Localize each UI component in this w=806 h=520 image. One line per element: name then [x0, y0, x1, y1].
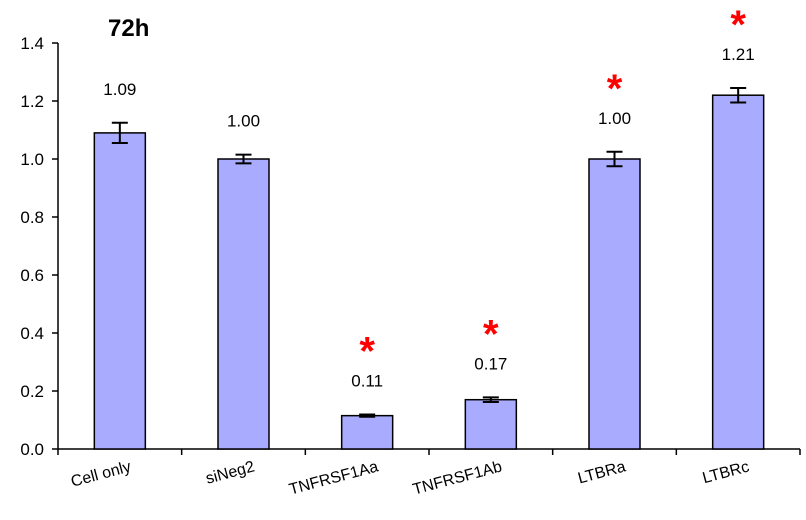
data-label: 1.09 — [103, 80, 136, 99]
x-tick-label: TNFRSF1Ab — [411, 458, 504, 498]
x-tick-label: LTBRa — [576, 458, 627, 487]
data-label: 0.17 — [474, 354, 507, 373]
y-tick-label: 0.2 — [20, 382, 44, 401]
bar — [464, 398, 518, 450]
x-tick-label: siNeg2 — [204, 458, 257, 487]
bar — [340, 414, 394, 450]
significance-marker: * — [730, 3, 746, 47]
significance-marker: * — [483, 312, 499, 356]
x-tick-label: Cell only — [69, 458, 133, 490]
significance-marker: * — [607, 67, 623, 111]
bar — [93, 132, 147, 450]
axes: 0.0 0.2 0.4 0.6 0.8 1.0 1.2 1.4 — [20, 34, 801, 459]
bars-group — [93, 86, 765, 450]
bar — [588, 158, 641, 450]
y-tick-label: 1.2 — [20, 92, 44, 111]
data-label: 1.21 — [722, 45, 755, 64]
data-label: 1.00 — [227, 112, 260, 131]
bar — [217, 158, 270, 450]
y-tick-label: 0.6 — [20, 266, 44, 285]
y-tick-label: 1.4 — [20, 34, 44, 53]
chart-title: 72h — [108, 15, 149, 42]
bar — [711, 94, 765, 450]
data-label: 0.11 — [351, 371, 383, 390]
x-tick-label: TNFRSF1Aa — [287, 458, 380, 498]
x-tick-label: LTBRc — [701, 458, 751, 487]
significance-marker: * — [359, 329, 375, 373]
data-label: 1.00 — [598, 109, 631, 128]
y-tick-label: 0.4 — [20, 324, 44, 343]
y-tick-label: 0.8 — [20, 208, 44, 227]
y-tick-label: 0.0 — [20, 440, 44, 459]
y-tick-label: 1.0 — [20, 150, 44, 169]
